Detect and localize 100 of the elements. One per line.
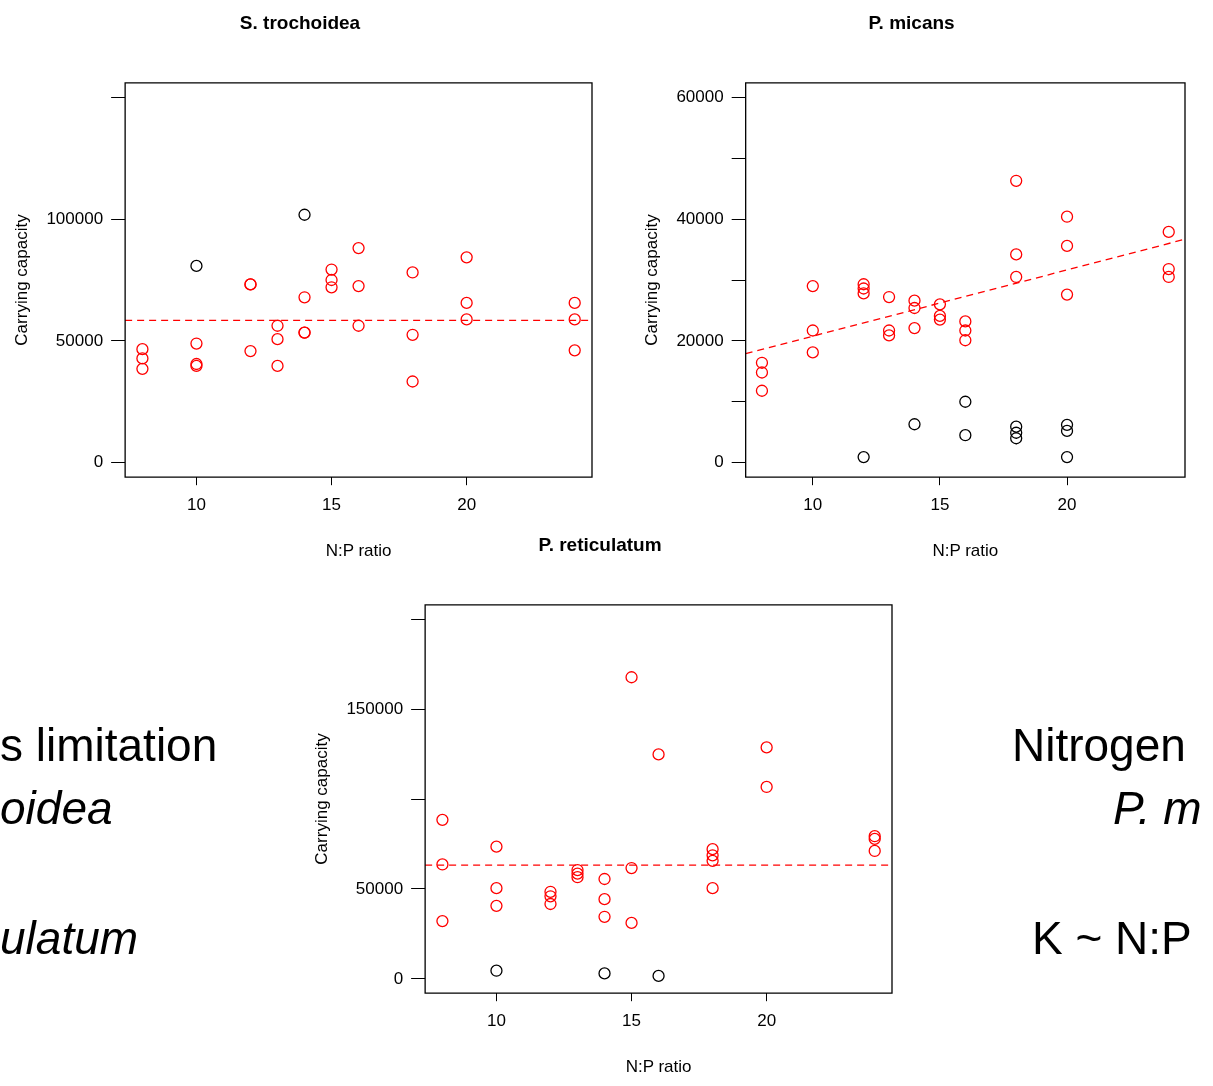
y-tick-label: 20000: [676, 330, 724, 350]
y-tick-label: 100000: [46, 208, 104, 228]
point: [908, 294, 921, 307]
point: [298, 208, 311, 221]
x-axis-title: N:P ratio: [325, 541, 392, 561]
x-tick-label: 10: [486, 1011, 506, 1031]
point: [857, 287, 870, 300]
point: [959, 429, 972, 442]
point: [568, 313, 581, 326]
x-axis-title: N:P ratio: [932, 541, 999, 561]
point: [1060, 210, 1074, 223]
text: P. m: [1113, 782, 1202, 834]
point: [490, 899, 503, 912]
point: [271, 319, 284, 332]
point: [1162, 225, 1175, 239]
point: [760, 780, 773, 794]
point: [933, 309, 947, 323]
point: [868, 844, 881, 858]
x-axis-title: N:P ratio: [625, 1057, 692, 1077]
point: [490, 882, 503, 895]
point: [625, 861, 638, 875]
x-tick-label: 10: [803, 495, 823, 515]
point: [490, 840, 503, 853]
point: [136, 362, 149, 376]
text: ulatum: [0, 912, 139, 964]
point: [755, 384, 769, 397]
text: Nitrogen: [1012, 719, 1186, 771]
point: [352, 279, 365, 293]
point: [244, 344, 257, 358]
y-axis-title: Carrying capacity: [11, 213, 31, 346]
point: [544, 897, 557, 911]
point: [706, 849, 719, 862]
point: [755, 366, 769, 379]
point: [908, 301, 921, 315]
point: [706, 854, 719, 868]
x-tick-label: 15: [930, 495, 950, 515]
point: [755, 356, 769, 369]
point: [806, 324, 819, 337]
point: [625, 671, 638, 684]
point: [460, 313, 473, 326]
y-tick-label: 50000: [55, 330, 104, 350]
point: [806, 346, 819, 359]
point: [271, 333, 284, 346]
y-tick-label: 60000: [676, 87, 724, 107]
point: [571, 867, 584, 880]
point: [568, 344, 581, 357]
point: [406, 328, 419, 341]
point: [857, 282, 870, 295]
point: [1060, 418, 1074, 432]
point: [706, 882, 719, 895]
point: [882, 329, 896, 342]
point: [1060, 288, 1074, 301]
point: [1010, 174, 1023, 187]
point: [436, 813, 449, 827]
point: [460, 251, 473, 264]
point: [460, 296, 473, 310]
point: [652, 969, 665, 983]
point: [959, 334, 972, 347]
point: [436, 914, 449, 928]
point: [959, 395, 972, 408]
point: [325, 281, 338, 294]
point: [190, 337, 203, 350]
point: [568, 296, 581, 310]
point: [406, 375, 419, 388]
point: [136, 352, 149, 365]
point: [598, 872, 611, 886]
point: [760, 741, 773, 754]
point: [544, 890, 557, 903]
x-tick-label: 20: [757, 1011, 777, 1031]
point: [933, 313, 947, 326]
x-tick-label: 15: [322, 495, 342, 515]
point: [908, 321, 921, 335]
point: [1010, 432, 1023, 445]
point: [325, 263, 338, 276]
point: [882, 324, 896, 337]
point: [806, 279, 819, 293]
point: [882, 290, 896, 304]
point: [571, 871, 584, 884]
text: s limitation: [0, 719, 218, 771]
point: [571, 863, 584, 877]
y-tick-label: 0: [93, 452, 104, 472]
point: [1010, 426, 1023, 439]
text: K ~ N:P: [1032, 912, 1192, 964]
point: [298, 291, 311, 304]
point: [1162, 270, 1175, 284]
x-tick-label: 20: [1057, 495, 1077, 515]
point: [1060, 424, 1074, 438]
point: [706, 843, 719, 856]
point: [544, 885, 557, 898]
x-tick-label: 20: [457, 495, 477, 515]
point: [1060, 450, 1074, 464]
point: [436, 858, 449, 871]
point: [406, 266, 419, 279]
point: [598, 910, 611, 923]
point: [1010, 248, 1023, 261]
chart-title: S. trochoidea: [239, 11, 361, 33]
y-tick-label: 0: [714, 452, 724, 472]
point: [959, 324, 972, 337]
point: [190, 259, 203, 273]
point: [908, 418, 921, 431]
